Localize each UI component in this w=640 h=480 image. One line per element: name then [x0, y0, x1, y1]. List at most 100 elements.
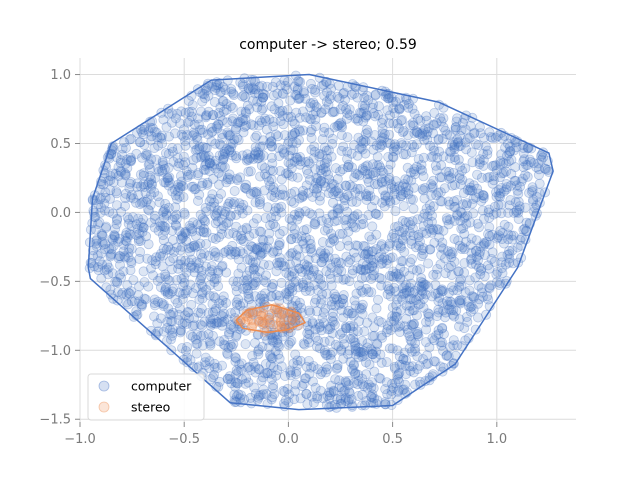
- computer-point: [317, 326, 326, 335]
- computer-point: [210, 97, 219, 106]
- computer-point: [438, 134, 447, 143]
- computer-point: [543, 165, 552, 174]
- computer-point: [477, 284, 486, 293]
- computer-point: [449, 197, 458, 206]
- computer-point: [247, 399, 256, 408]
- computer-point: [120, 252, 129, 261]
- x-tick-label: −1.0: [64, 432, 96, 447]
- computer-point: [353, 170, 362, 179]
- legend-marker-computer: [99, 381, 109, 391]
- computer-point: [127, 244, 136, 253]
- computer-point: [301, 158, 310, 167]
- computer-point: [99, 240, 108, 249]
- computer-point: [330, 294, 339, 303]
- computer-point: [409, 204, 418, 213]
- computer-point: [97, 274, 106, 283]
- computer-point: [498, 134, 507, 143]
- computer-point: [368, 313, 377, 322]
- computer-point: [339, 142, 348, 151]
- computer-point: [492, 192, 501, 201]
- computer-point: [293, 173, 302, 182]
- computer-point: [343, 133, 352, 142]
- computer-point: [319, 394, 328, 403]
- computer-point: [362, 125, 371, 134]
- computer-point: [160, 213, 169, 222]
- computer-point: [362, 284, 371, 293]
- computer-point: [335, 330, 344, 339]
- computer-point: [425, 317, 434, 326]
- computer-point: [370, 323, 379, 332]
- computer-point: [368, 350, 377, 359]
- computer-point: [437, 250, 446, 259]
- computer-point: [349, 360, 358, 369]
- computer-point: [305, 325, 314, 334]
- computer-point: [358, 348, 367, 357]
- computer-point: [479, 155, 488, 164]
- y-tick-label: 0.0: [50, 206, 71, 221]
- computer-point: [259, 385, 268, 394]
- computer-point: [168, 226, 177, 235]
- computer-point: [243, 286, 252, 295]
- computer-point: [139, 130, 148, 139]
- computer-point: [187, 255, 196, 264]
- computer-point: [392, 300, 401, 309]
- computer-point: [230, 390, 239, 399]
- computer-point: [446, 215, 455, 224]
- computer-point: [403, 163, 412, 172]
- computer-point: [222, 268, 231, 277]
- computer-point: [497, 264, 506, 273]
- computer-point: [473, 219, 482, 228]
- computer-point: [110, 231, 119, 240]
- computer-point: [254, 121, 263, 130]
- computer-point: [105, 207, 114, 216]
- computer-point: [337, 306, 346, 315]
- stereo-point: [288, 314, 297, 323]
- computer-point: [339, 291, 348, 300]
- computer-point: [367, 137, 376, 146]
- computer-point: [301, 233, 310, 242]
- computer-point: [255, 227, 264, 236]
- computer-point: [140, 278, 149, 287]
- computer-point: [514, 197, 523, 206]
- computer-point: [357, 305, 366, 314]
- computer-point: [233, 277, 242, 286]
- computer-point: [278, 145, 287, 154]
- computer-point: [379, 186, 388, 195]
- computer-point: [238, 249, 247, 258]
- computer-point: [389, 267, 398, 276]
- computer-point: [290, 229, 299, 238]
- computer-point: [386, 326, 395, 335]
- computer-point: [362, 370, 371, 379]
- computer-point: [303, 400, 312, 409]
- computer-point: [353, 241, 362, 250]
- computer-point: [304, 262, 313, 271]
- computer-point: [161, 199, 170, 208]
- computer-point: [206, 341, 215, 350]
- computer-point: [529, 159, 538, 168]
- computer-point: [327, 402, 336, 411]
- computer-point: [245, 232, 254, 241]
- computer-point: [210, 274, 219, 283]
- computer-point: [292, 367, 301, 376]
- computer-point: [146, 264, 155, 273]
- computer-point: [165, 178, 174, 187]
- computer-point: [317, 216, 326, 225]
- computer-point: [466, 121, 475, 130]
- computer-point: [255, 195, 264, 204]
- computer-point: [175, 192, 184, 201]
- computer-point: [309, 184, 318, 193]
- computer-point: [279, 90, 288, 99]
- computer-point: [219, 340, 228, 349]
- computer-point: [165, 310, 174, 319]
- computer-point: [142, 232, 151, 241]
- computer-point: [150, 143, 159, 152]
- computer-point: [408, 118, 417, 127]
- computer-point: [405, 344, 414, 353]
- computer-point: [229, 340, 238, 349]
- computer-point: [462, 201, 471, 210]
- computer-point: [445, 167, 454, 176]
- computer-point: [129, 194, 138, 203]
- computer-point: [104, 263, 113, 272]
- computer-point: [241, 340, 250, 349]
- computer-point: [455, 296, 464, 305]
